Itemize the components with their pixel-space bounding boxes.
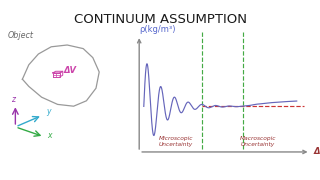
Text: z: z [11,95,15,104]
Text: CONTINUUM ASSUMPTION: CONTINUUM ASSUMPTION [74,13,246,26]
Text: x: x [47,131,52,140]
Text: Object: Object [8,31,34,40]
Text: y: y [46,107,51,116]
Text: ΔV: ΔV [314,147,320,156]
Text: Microscopic
Uncertainty: Microscopic Uncertainty [158,136,193,147]
Text: ρ(kg/m³): ρ(kg/m³) [139,25,176,34]
Text: Macroscopic
Uncertainty: Macroscopic Uncertainty [239,136,276,147]
Text: ΔV: ΔV [64,66,77,75]
